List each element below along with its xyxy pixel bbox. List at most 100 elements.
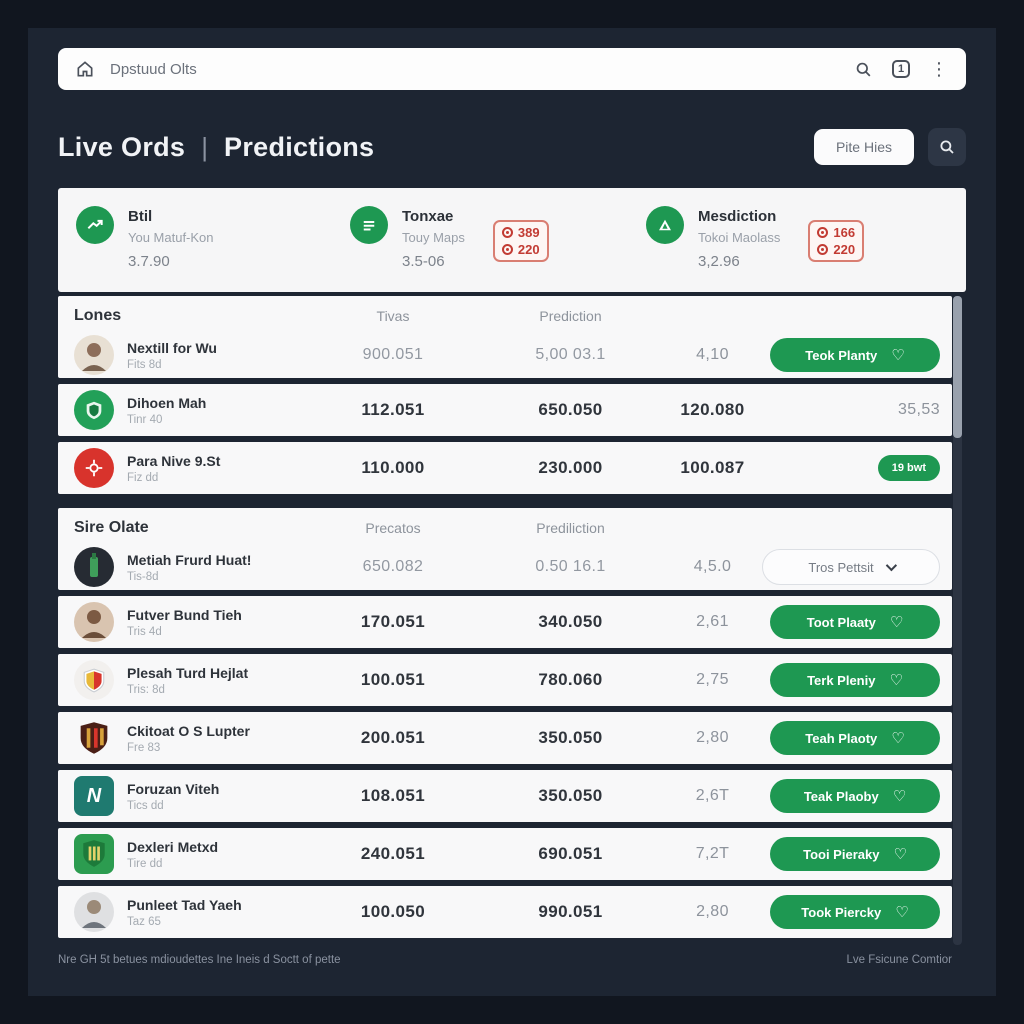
heart-icon: ♡ bbox=[891, 730, 905, 747]
team-logo bbox=[74, 834, 114, 874]
page-title-left: Live Ords bbox=[58, 131, 186, 162]
filter-button[interactable]: Pite Hies bbox=[813, 129, 914, 165]
odds-value: 112.051 bbox=[361, 400, 425, 419]
team-logo bbox=[74, 448, 114, 488]
odds-value: 340.050 bbox=[538, 612, 603, 631]
stat-badge: 389 220 bbox=[492, 220, 549, 262]
table-row[interactable]: Plesah Turd Hejlat Tris: 8d 100.051 780.… bbox=[58, 654, 952, 706]
title-separator: | bbox=[201, 131, 209, 162]
odds-value: 690.051 bbox=[538, 844, 603, 863]
odds-value: 100.087 bbox=[680, 458, 745, 477]
table-section-header-block: Sire Olate Precatos Prediliction Metiah … bbox=[58, 508, 952, 590]
search-icon[interactable] bbox=[850, 56, 876, 82]
badge-icon bbox=[501, 227, 513, 238]
team-sub: Tire dd bbox=[127, 857, 163, 870]
scrollbar-track[interactable] bbox=[953, 296, 962, 945]
stat-card: Btil You Matuf-Kon 3.7.90 bbox=[76, 206, 214, 270]
track-parlay-button[interactable]: Teah Plaoty ♡ bbox=[770, 721, 940, 755]
stat-value: 3.7.90 bbox=[128, 253, 170, 270]
badge-bottom-value: 220 bbox=[833, 242, 856, 257]
menu-dots-icon[interactable]: ⋮ bbox=[930, 58, 948, 79]
badge-bottom-value: 220 bbox=[517, 242, 540, 257]
track-parlay-button[interactable]: Took Piercky ♡ bbox=[770, 895, 940, 929]
table-row[interactable]: Metiah Frurd Huat! Tis-8d 650.082 0.50 1… bbox=[58, 544, 952, 590]
odds-value: 2,80 bbox=[696, 729, 729, 746]
table-row[interactable]: Dexleri Metxd Tire dd 240.051 690.051 7,… bbox=[58, 828, 952, 880]
triangle-icon bbox=[646, 206, 684, 244]
track-parlay-button[interactable]: Terk Pleniy ♡ bbox=[770, 663, 940, 697]
team-sub: Taz 65 bbox=[127, 915, 161, 928]
column-header: Tivas bbox=[376, 308, 410, 324]
team-sub: Tris 4d bbox=[127, 625, 162, 638]
bet-pill-button[interactable]: 19 bwt bbox=[877, 455, 940, 481]
team-name: Punleet Tad Yaeh bbox=[127, 896, 242, 913]
table-header-row: Sire Olate Precatos Prediliction bbox=[58, 508, 952, 544]
odds-value: 5,00 03.1 bbox=[535, 346, 606, 363]
footer-note-left: Nre GH 5t betues mdioudettes Ine Ineis d… bbox=[58, 954, 341, 966]
table-row-block: Plesah Turd Hejlat Tris: 8d 100.051 780.… bbox=[58, 654, 952, 706]
table-row[interactable]: N Foruzan Viteh Tics dd 108.051 350.050 … bbox=[58, 770, 952, 822]
stat-value: 3,2.96 bbox=[698, 253, 740, 270]
tab-counter-icon[interactable]: 1 bbox=[888, 56, 914, 82]
stat-subtitle: Tokoi Maolass bbox=[698, 230, 781, 245]
odds-value: 990.051 bbox=[538, 902, 603, 921]
section-title: Sire Olate bbox=[74, 519, 149, 536]
stat-card: Tonxae Touy Maps 3.5-06 389 220 bbox=[350, 206, 549, 270]
odds-value: 350.050 bbox=[538, 728, 603, 747]
track-parlay-button[interactable]: Toot Plaaty ♡ bbox=[770, 605, 940, 639]
stat-subtitle: Touy Maps bbox=[402, 230, 465, 245]
search-button[interactable] bbox=[928, 128, 966, 166]
team-name: Futver Bund Tieh bbox=[127, 606, 242, 623]
footer-note-right: Lve Fsicune Comtior bbox=[846, 954, 952, 966]
team-name: Nextill for Wu bbox=[127, 339, 217, 356]
player-avatar bbox=[74, 335, 114, 375]
column-header: Precatos bbox=[365, 520, 421, 536]
table-row-block: Dexleri Metxd Tire dd 240.051 690.051 7,… bbox=[58, 828, 952, 880]
heart-icon: ♡ bbox=[889, 614, 904, 631]
team-logo bbox=[74, 660, 114, 700]
odds-value: 900.051 bbox=[362, 346, 424, 363]
odds-value: 100.051 bbox=[360, 670, 426, 689]
team-sub: Tinr 40 bbox=[127, 413, 163, 426]
stat-card: Mesdiction Tokoi Maolass 3,2.96 166 220 bbox=[646, 206, 865, 270]
table-row[interactable]: Punleet Tad Yaeh Taz 65 100.050 990.051 … bbox=[58, 886, 952, 938]
table-row[interactable]: Dihoen Mah Tinr 40 112.051 650.050 120.0… bbox=[58, 384, 952, 436]
team-name: Ckitoat O S Lupter bbox=[127, 722, 250, 739]
table-row[interactable]: Futver Bund Tieh Tris 4d 170.051 340.050… bbox=[58, 596, 952, 648]
browser-address-bar[interactable]: Dpstuud Olts 1 ⋮ bbox=[58, 48, 966, 90]
page-title-right: Predictions bbox=[224, 131, 375, 162]
track-parlay-button[interactable]: Tooi Pieraky ♡ bbox=[770, 837, 940, 871]
track-parlay-button[interactable]: Teak Plaoby ♡ bbox=[770, 779, 940, 813]
badge-top-value: 389 bbox=[517, 225, 540, 240]
address-text[interactable]: Dpstuud Olts bbox=[110, 60, 197, 78]
badge-icon bbox=[817, 227, 829, 238]
table-row[interactable]: Ckitoat O S Lupter Fre 83 200.051 350.05… bbox=[58, 712, 952, 764]
stat-badge: 166 220 bbox=[808, 220, 865, 262]
odds-value: 120.080 bbox=[680, 400, 745, 419]
team-sub: Fits 8d bbox=[127, 358, 162, 371]
prediction-dropdown[interactable]: Tros Pettsit bbox=[762, 549, 940, 585]
odds-value: 4,10 bbox=[696, 346, 729, 363]
player-avatar bbox=[74, 602, 114, 642]
team-sub: Tics dd bbox=[127, 799, 164, 812]
table-row[interactable]: Nextill for Wu Fits 8d 900.051 5,00 03.1… bbox=[58, 332, 952, 378]
odds-value: 108.051 bbox=[360, 786, 426, 805]
team-name: Plesah Turd Hejlat bbox=[127, 664, 249, 681]
column-header: Prediction bbox=[539, 308, 602, 324]
scrollbar-thumb[interactable] bbox=[953, 296, 962, 438]
heart-icon: ♡ bbox=[889, 672, 903, 689]
team-name: Dexleri Metxd bbox=[127, 838, 219, 855]
odds-value: 650.082 bbox=[362, 558, 424, 575]
team-name: Para Nive 9.St bbox=[127, 452, 221, 469]
odds-value: 230.000 bbox=[538, 458, 603, 477]
badge-icon bbox=[817, 244, 829, 255]
team-sub: Tris: 8d bbox=[127, 683, 165, 696]
table-row-block: Punleet Tad Yaeh Taz 65 100.050 990.051 … bbox=[58, 886, 952, 938]
track-parlay-button[interactable]: Teok Planty ♡ bbox=[770, 338, 940, 372]
home-icon[interactable] bbox=[72, 56, 98, 82]
team-logo bbox=[74, 718, 114, 758]
page-header: Live Ords | Predictions Pite Hies bbox=[58, 124, 966, 170]
team-sub: Fre 83 bbox=[127, 741, 161, 754]
odds-value: 2,61 bbox=[696, 613, 729, 630]
table-row[interactable]: Para Nive 9.St Fiz dd 110.000 230.000 10… bbox=[58, 442, 952, 494]
